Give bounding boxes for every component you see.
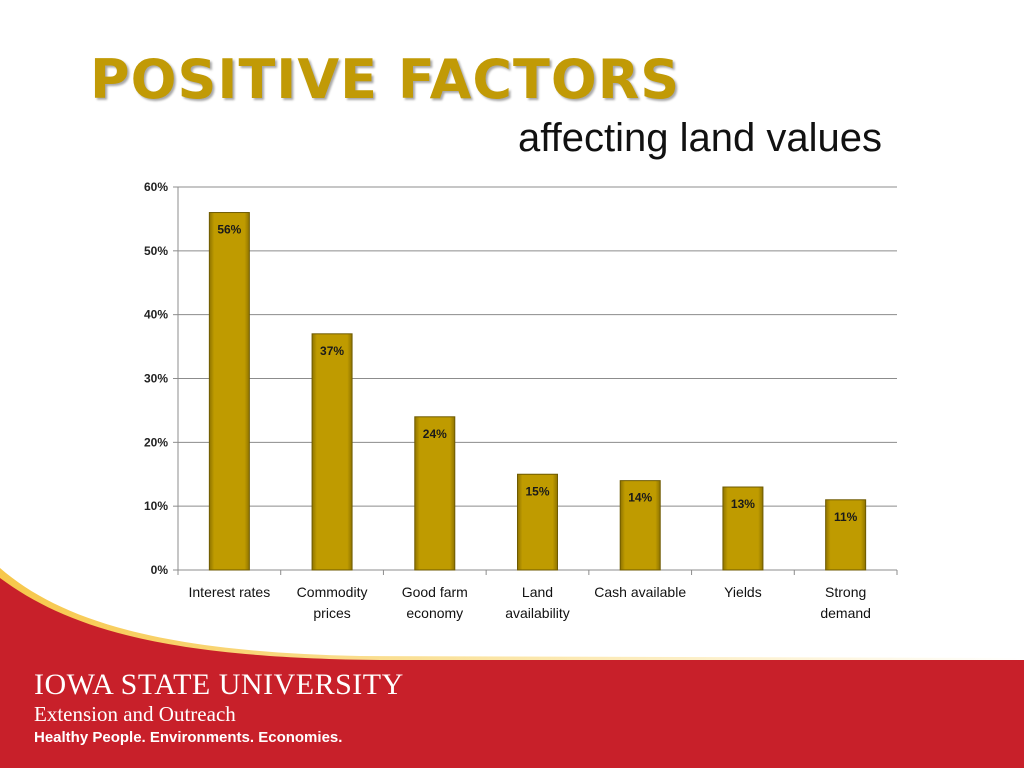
slide-subtitle: affecting land values — [518, 116, 882, 160]
slide-title: POSITIVE FACTORS — [90, 48, 681, 111]
extension-unit: Extension and Outreach — [34, 702, 236, 726]
university-name: IOWA STATE UNIVERSITY — [34, 668, 404, 701]
bar — [619, 480, 661, 571]
data-label: 37% — [320, 344, 344, 358]
data-label: 13% — [731, 497, 755, 511]
data-label: 24% — [423, 427, 447, 441]
university-logo: IOWA STATE UNIVERSITY Extension and Outr… — [34, 668, 404, 726]
bar — [208, 212, 250, 571]
y-tick-label: 50% — [144, 244, 168, 258]
y-tick-label: 10% — [144, 499, 168, 513]
x-tick-label: Good farm — [402, 584, 468, 600]
x-tick-label: Land — [522, 584, 553, 600]
bar — [311, 333, 353, 571]
y-tick-label: 30% — [144, 372, 168, 386]
x-tick-label: Commodity — [297, 584, 368, 600]
x-tick-label: Cash available — [594, 584, 686, 600]
x-tick-label: Interest rates — [189, 584, 271, 600]
x-tick-label: availability — [505, 605, 570, 621]
bar — [517, 473, 558, 571]
y-tick-label: 20% — [144, 435, 168, 449]
x-tick-label: Yields — [724, 584, 762, 600]
data-label: 14% — [628, 491, 652, 505]
x-tick-label: demand — [820, 605, 871, 621]
bar — [414, 416, 456, 571]
y-tick-label: 40% — [144, 308, 168, 322]
data-label: 15% — [525, 484, 549, 498]
bar-chart: 0% 10% 20% 30% 40% 50% 60% 56% Interest rates 37%… — [144, 180, 898, 621]
red-band — [0, 578, 1024, 768]
y-tick-label: 0% — [151, 563, 169, 577]
bar — [825, 499, 867, 571]
data-label: 11% — [834, 510, 858, 524]
x-tick-label: Strong — [825, 584, 866, 600]
data-label: 56% — [217, 223, 241, 237]
tagline: Healthy People. Environments. Economies. — [34, 729, 343, 746]
x-tick-label: prices — [313, 605, 350, 621]
x-tick-label: economy — [406, 605, 463, 621]
bar — [722, 486, 764, 571]
y-tick-label: 60% — [144, 180, 168, 194]
